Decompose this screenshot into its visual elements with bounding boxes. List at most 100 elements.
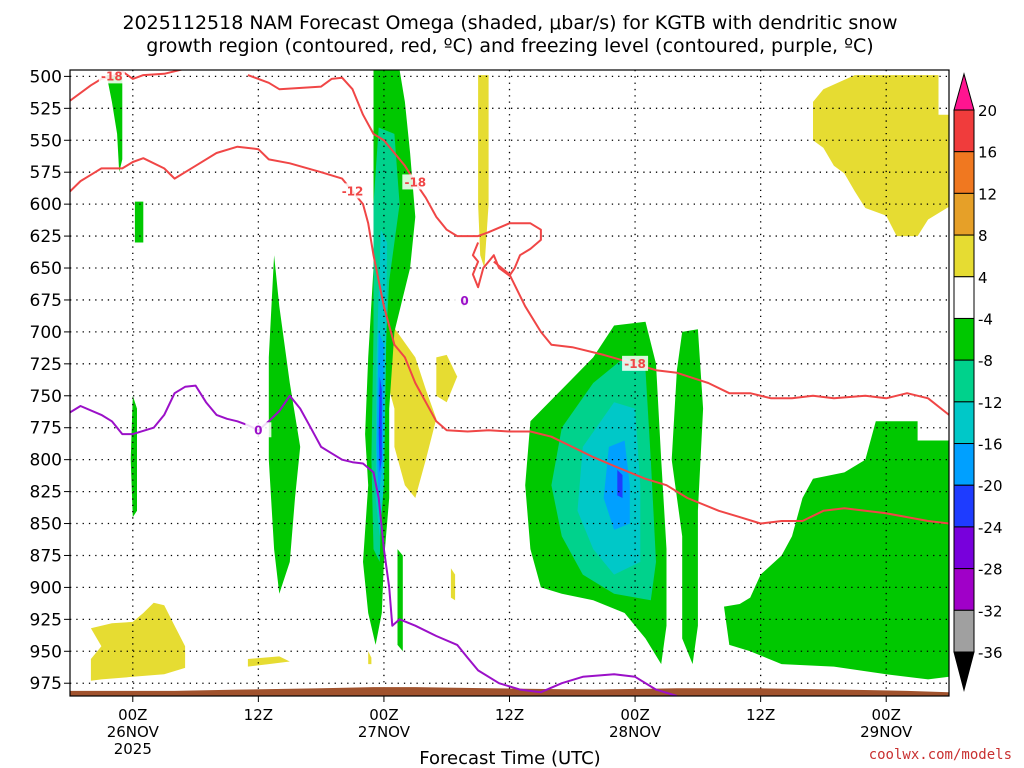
colorbar-swatch-9 xyxy=(953,443,975,486)
dendritic-contour-label-bg-2 xyxy=(98,70,125,84)
y-tick-label-700: 700 xyxy=(30,323,62,343)
colorbar-label-3: 8 xyxy=(978,227,988,245)
colorbar-label-10: -24 xyxy=(978,519,1003,537)
chart-title-line-1: 2025112518 NAM Forecast Omega (shaded, μ… xyxy=(122,12,897,34)
colorbar-top-arrow xyxy=(953,72,975,111)
omega-region-23 xyxy=(378,376,382,473)
x-tick-label-6-1: 00Z xyxy=(118,706,147,724)
colorbar-label-12: -32 xyxy=(978,602,1003,620)
omega-region-16 xyxy=(724,421,949,680)
dendritic-contour-label-0: -18 xyxy=(404,175,426,189)
y-tick-label-725: 725 xyxy=(30,355,62,375)
y-tick-label-575: 575 xyxy=(30,163,62,183)
dendritic-contour-label-bg-1 xyxy=(622,355,649,371)
x-tick-label-30-1: 00Z xyxy=(369,706,398,724)
y-tick-label-525: 525 xyxy=(30,99,62,119)
credit-text: coolwx.com/models xyxy=(869,747,1012,763)
colorbar-swatch-12 xyxy=(953,568,975,611)
colorbar-label-13: -36 xyxy=(978,644,1003,662)
x-tick-label-66-1: 12Z xyxy=(746,706,775,724)
colorbar-swatch-11 xyxy=(953,526,975,570)
omega-region-11 xyxy=(268,255,301,594)
y-tick-label-950: 950 xyxy=(30,642,62,662)
x-tick-label-54-2: 28NOV xyxy=(609,723,662,741)
colorbar-label-2: 12 xyxy=(978,185,997,203)
omega-region-13 xyxy=(397,549,403,652)
colorbar-label-8: -16 xyxy=(978,436,1003,454)
omega-region-1 xyxy=(90,602,186,681)
dendritic-contour-line-1 xyxy=(493,260,949,416)
colorbar-label-9: -20 xyxy=(978,477,1003,495)
dendritic-contour-line-2 xyxy=(70,70,185,102)
y-tick-label-900: 900 xyxy=(30,578,62,598)
omega-shading-layer xyxy=(90,70,949,681)
dendritic-contour-label-bg-0 xyxy=(402,174,429,190)
x-tick-label-6-2: 26NOV xyxy=(107,723,160,741)
freezing-contour-label-1: 0 xyxy=(460,294,468,308)
x-axis-title: Forecast Time (UTC) xyxy=(419,748,600,768)
colorbar-label-7: -12 xyxy=(978,394,1003,412)
omega-region-4 xyxy=(436,354,458,403)
colorbar-swatch-3 xyxy=(953,192,975,236)
y-tick-label-675: 675 xyxy=(30,291,62,311)
colorbar-swatch-13 xyxy=(953,609,975,653)
freezing-contour-line-0 xyxy=(70,384,678,696)
colorbar-swatch-6 xyxy=(953,317,975,361)
colorbar-label-6: -8 xyxy=(978,352,993,370)
colorbar-label-5: -4 xyxy=(978,310,993,328)
x-tick-label-78-2: 29NOV xyxy=(860,723,913,741)
omega-region-3 xyxy=(383,328,437,498)
omega-region-8 xyxy=(106,75,123,173)
y-tick-label-925: 925 xyxy=(30,610,62,630)
x-tick-label-30-2: 27NOV xyxy=(358,723,411,741)
freezing-contour-label-bg-1 xyxy=(451,293,478,309)
dendritic-contour-line-0 xyxy=(247,74,542,289)
x-tick-label-6-3: 2025 xyxy=(114,740,152,758)
y-tick-label-825: 825 xyxy=(30,483,62,503)
omega-region-5 xyxy=(478,75,489,268)
y-tick-label-650: 650 xyxy=(30,259,62,279)
y-tick-label-875: 875 xyxy=(30,546,62,566)
omega-region-0 xyxy=(813,75,949,237)
dendritic-contour-label-2: -18 xyxy=(101,69,123,83)
colorbar-swatch-7 xyxy=(953,359,975,403)
colorbar-label-4: 4 xyxy=(978,269,988,287)
omega-region-9 xyxy=(134,201,144,243)
y-tick-label-975: 975 xyxy=(30,674,62,694)
y-tick-label-550: 550 xyxy=(30,131,62,151)
colorbar-label-11: -28 xyxy=(978,561,1003,579)
x-tick-label-42-1: 12Z xyxy=(495,706,524,724)
y-tick-label-800: 800 xyxy=(30,451,62,471)
colorbar-label-1: 16 xyxy=(978,144,997,162)
y-tick-label-850: 850 xyxy=(30,515,62,535)
contour-layer: -18 -18 -18 -12 0 0 xyxy=(70,69,949,696)
colorbar-swatch-2 xyxy=(953,151,975,194)
omega-region-7 xyxy=(368,651,372,665)
omega-region-6 xyxy=(450,568,456,601)
omega-region-2 xyxy=(247,656,290,667)
freezing-contour-label-bg-0 xyxy=(245,422,272,438)
y-tick-label-500: 500 xyxy=(30,67,62,87)
colorbar-label-0: 20 xyxy=(978,102,997,120)
y-tick-label-775: 775 xyxy=(30,419,62,439)
chart-title-line-2: growth region (contoured, red, ºC) and f… xyxy=(146,35,873,57)
terrain-layer xyxy=(70,687,949,696)
colorbar-swatch-8 xyxy=(953,401,975,445)
colorbar: 20 16 12 8 4 -4 -8 -12 -16 -20 -24 -28 -32 -36 xyxy=(953,72,1003,692)
dendritic-contour-line-3 xyxy=(70,145,949,525)
plot-area: -18 -18 -18 -12 0 0 xyxy=(69,69,950,697)
dendritic-contour-label-3: -12 xyxy=(342,184,364,198)
colorbar-swatch-10 xyxy=(953,484,975,528)
dendritic-contour-label-bg-3 xyxy=(339,183,366,199)
colorbar-swatch-1 xyxy=(953,109,975,153)
dendritic-contour-label-1: -18 xyxy=(624,357,646,371)
x-tick-label-54-1: 00Z xyxy=(620,706,649,724)
x-tick-label-78-1: 00Z xyxy=(872,706,901,724)
omega-region-15 xyxy=(671,329,704,665)
y-axis: 500 525 550 575 600 625 650 675 700 725 750 775 800 8… xyxy=(30,67,70,694)
terrain-fill xyxy=(70,687,949,696)
y-tick-label-600: 600 xyxy=(30,195,62,215)
colorbar-bottom-arrow xyxy=(953,651,975,692)
